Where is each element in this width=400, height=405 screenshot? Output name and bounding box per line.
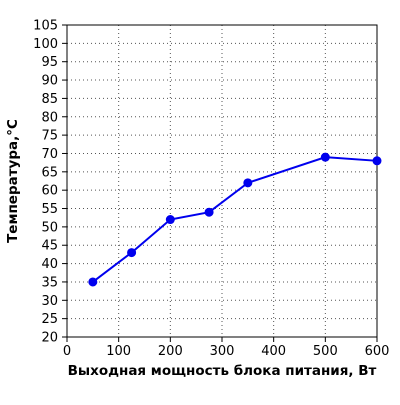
y-tick-label: 65 xyxy=(41,165,58,180)
y-tick-label: 95 xyxy=(41,55,58,70)
axes xyxy=(62,24,378,342)
x-tick-label: 200 xyxy=(158,344,183,359)
y-axis-title: Температура,°C xyxy=(5,119,21,243)
y-tick-label: 90 xyxy=(41,74,58,89)
x-tick-label: 100 xyxy=(106,344,131,359)
y-tick-label: 20 xyxy=(41,331,58,346)
y-tick-label: 105 xyxy=(33,19,58,34)
y-tick-label: 55 xyxy=(41,202,58,217)
series xyxy=(88,152,382,287)
y-tick-label: 70 xyxy=(41,147,58,162)
data-point xyxy=(320,152,330,162)
y-tick-label: 85 xyxy=(41,92,58,107)
x-tick-label: 400 xyxy=(261,344,286,359)
data-point xyxy=(88,277,98,287)
x-tick-label: 300 xyxy=(210,344,235,359)
y-tick-label: 30 xyxy=(41,294,58,309)
data-point xyxy=(204,207,214,217)
grid xyxy=(67,25,377,337)
data-point xyxy=(372,156,382,166)
data-point xyxy=(243,178,253,188)
x-axis-title: Выходная мощность блока питания, Вт xyxy=(68,363,377,379)
x-tick-label: 0 xyxy=(63,344,71,359)
y-tick-label: 100 xyxy=(33,37,58,52)
y-tick-label: 45 xyxy=(41,239,58,254)
y-tick-label: 25 xyxy=(41,312,58,327)
plot-frame xyxy=(66,24,378,338)
y-tick-label: 50 xyxy=(41,220,58,235)
y-tick-label: 60 xyxy=(41,184,58,199)
tick-labels: 0 100 200 300 400 500 600 20 25 30 35 40 45 50 55 60 65 7… xyxy=(33,19,389,360)
y-tick-label: 80 xyxy=(41,110,58,125)
data-point xyxy=(127,248,137,258)
data-point xyxy=(165,215,175,225)
y-tick-label: 35 xyxy=(41,275,58,290)
y-tick-label: 75 xyxy=(41,129,58,144)
x-tick-label: 500 xyxy=(313,344,338,359)
x-tick-label: 600 xyxy=(365,344,390,359)
y-tick-label: 40 xyxy=(41,257,58,272)
